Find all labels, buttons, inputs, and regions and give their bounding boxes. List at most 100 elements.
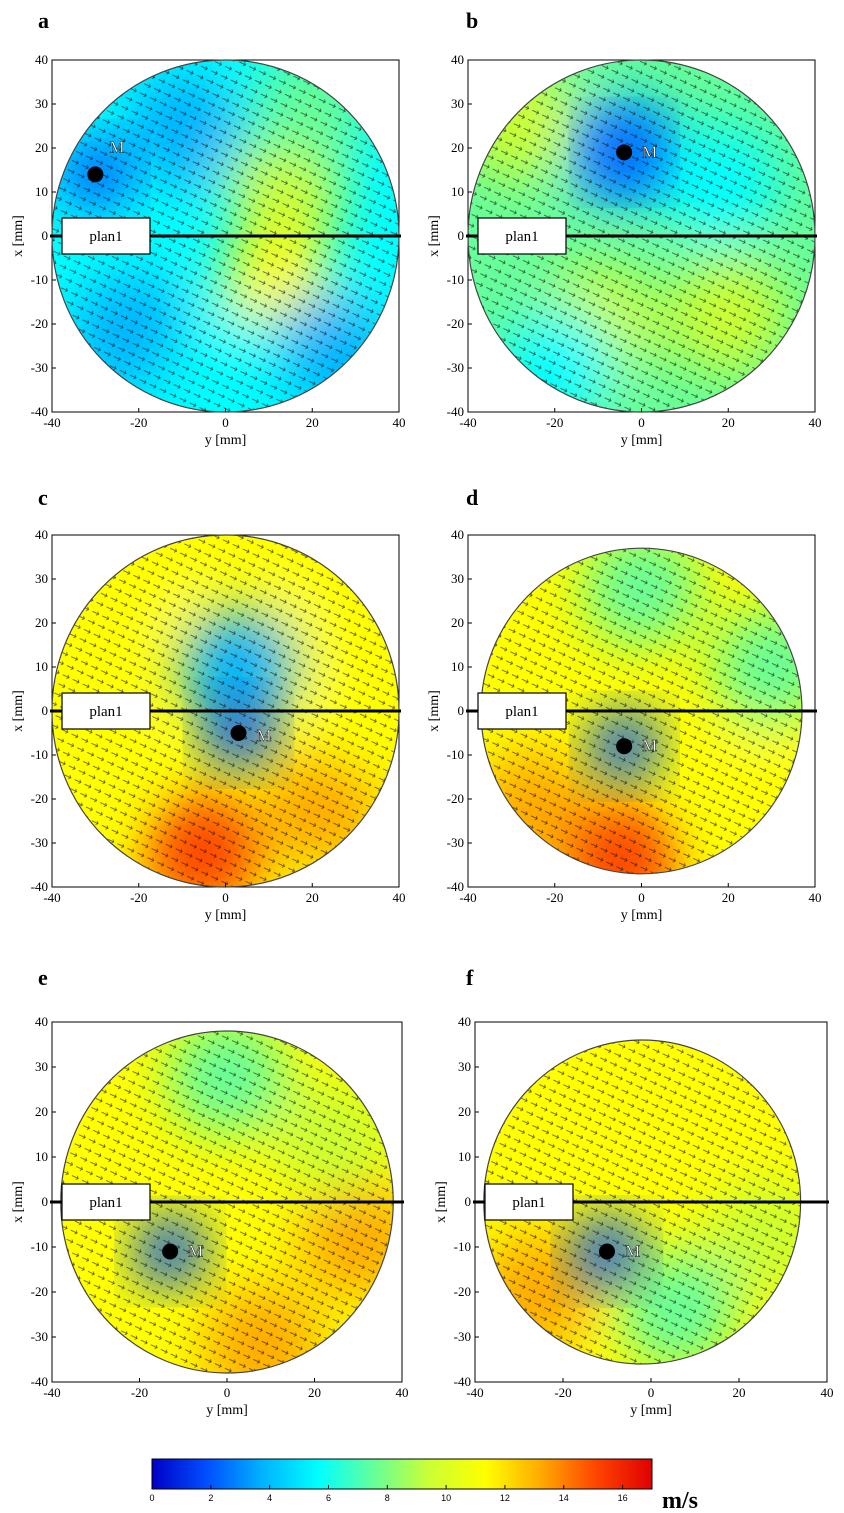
y-tick-label: -30 [454,1329,471,1344]
y-tick-label: -10 [447,747,464,762]
x-tick-label: -40 [459,890,476,905]
x-tick-label: -20 [130,890,147,905]
vortex-label: M [642,736,657,755]
y-tick-label: 10 [458,1149,471,1164]
vortex-label: M [188,1242,203,1261]
y-tick-label: 0 [458,703,465,718]
colorbar-tick-label: 16 [618,1493,628,1503]
y-tick-label: -10 [454,1239,471,1254]
plane-label-box [477,692,567,730]
colorbar-tick-label: 12 [500,1493,510,1503]
x-tick-label: 0 [648,1385,655,1400]
x-tick-label: 0 [222,890,229,905]
panel-c: c plan1 M -40 -20 0 20 40 40 30 20 10 0 -10 -20 -30 -40 y… [11,485,406,923]
plane-label-box [61,692,151,730]
y-tick-label: 10 [451,659,464,674]
vortex-marker [616,144,633,161]
y-tick-label: 0 [465,1194,472,1209]
x-tick-label: 20 [722,890,735,905]
y-axis-label: x [mm] [11,690,26,732]
y-tick-label: -30 [31,835,48,850]
plane-label-box [61,217,151,255]
x-tick-label: 40 [809,890,822,905]
panel-e: e plan1 M -40 -20 0 20 40 40 30 20 10 0 -10 -20 -30 -40 y… [11,965,409,1418]
y-tick-label: 40 [35,52,48,67]
y-tick-label: 40 [35,1014,48,1029]
x-tick-label: 0 [638,415,645,430]
colorbar-tick-label: 2 [208,1493,213,1503]
y-tick-label: 20 [35,615,48,630]
y-tick-label: 20 [458,1104,471,1119]
y-tick-label: 30 [35,1059,48,1074]
panel-f: f plan1 M -40 -20 0 20 40 40 30 20 10 0 -10 -20 -30 -40 y… [434,965,834,1418]
y-tick-label: -40 [31,879,48,894]
vortex-marker [162,1243,179,1260]
x-tick-label: 40 [396,1385,409,1400]
x-tick-label: -20 [554,1385,571,1400]
x-tick-label: -20 [546,415,563,430]
y-tick-label: 40 [35,527,48,542]
vortex-label: M [109,137,124,156]
vortex-marker [87,166,104,183]
x-tick-label: -20 [546,890,563,905]
plane-label: plan1 [89,229,122,245]
y-tick-label: 30 [451,96,464,111]
y-tick-label: -20 [31,1284,48,1299]
y-tick-label: 30 [35,96,48,111]
x-tick-label: 20 [306,415,319,430]
vortex-marker [599,1243,615,1260]
y-tick-label: -20 [31,316,48,331]
colorbar-tick-label: 10 [441,1493,451,1503]
y-tick-label: -30 [447,835,464,850]
y-tick-label: -10 [31,272,48,287]
panel-a: a plan1 M -40 -20 0 20 40 40 30 20 10 0 -10 -20 -30 -40 y… [11,8,406,448]
y-tick-label: -40 [447,404,464,419]
plane-label-box [477,217,567,255]
y-tick-label: -10 [447,272,464,287]
vortex-marker [230,725,247,741]
panel-letter: e [38,965,48,990]
x-tick-label: 0 [222,415,229,430]
y-tick-label: 40 [451,527,464,542]
colorbar-tick-label: 0 [149,1493,154,1503]
y-tick-label: 30 [458,1059,471,1074]
colorbar-unit-label: m/s [662,1488,698,1513]
y-tick-label: 40 [458,1014,471,1029]
panel-letter: a [38,8,49,33]
x-axis-label: y [mm] [206,1403,248,1418]
y-tick-label: 0 [42,1194,49,1209]
x-axis-label: y [mm] [205,433,247,448]
y-tick-label: 10 [35,659,48,674]
vortex-marker [616,738,633,755]
x-tick-label: -40 [43,1385,60,1400]
y-tick-label: -40 [447,879,464,894]
x-tick-label: 20 [308,1385,321,1400]
colorbar-tick-label: 8 [385,1493,390,1503]
y-tick-label: -20 [447,791,464,806]
y-tick-label: 20 [451,615,464,630]
colorbar-gradient [151,1458,653,1490]
plane-label-box [61,1183,151,1221]
x-tick-label: 40 [393,890,406,905]
x-tick-label: 0 [224,1385,231,1400]
colorbar: 0 2 4 6 8 10 12 14 16 m/s [149,1458,698,1513]
panel-b: b plan1 M -40 -20 0 20 40 40 30 20 10 0 -10 -20 -30 -40 y… [427,8,822,448]
y-tick-label: 10 [35,1149,48,1164]
y-tick-label: -40 [31,1374,48,1389]
y-tick-label: 10 [451,184,464,199]
x-tick-label: -40 [466,1385,483,1400]
x-tick-label: 20 [306,890,319,905]
plane-label: plan1 [505,704,538,720]
y-axis-label: x [mm] [11,1181,26,1223]
x-tick-label: 40 [821,1385,834,1400]
vortex-label: M [642,142,657,161]
plane-label: plan1 [89,704,122,720]
y-tick-label: -10 [31,1239,48,1254]
x-tick-label: -20 [130,415,147,430]
y-axis-label: x [mm] [427,215,442,257]
x-tick-label: 0 [638,890,645,905]
x-axis-label: y [mm] [621,908,663,923]
x-tick-label: -40 [43,890,60,905]
x-tick-label: 20 [733,1385,746,1400]
